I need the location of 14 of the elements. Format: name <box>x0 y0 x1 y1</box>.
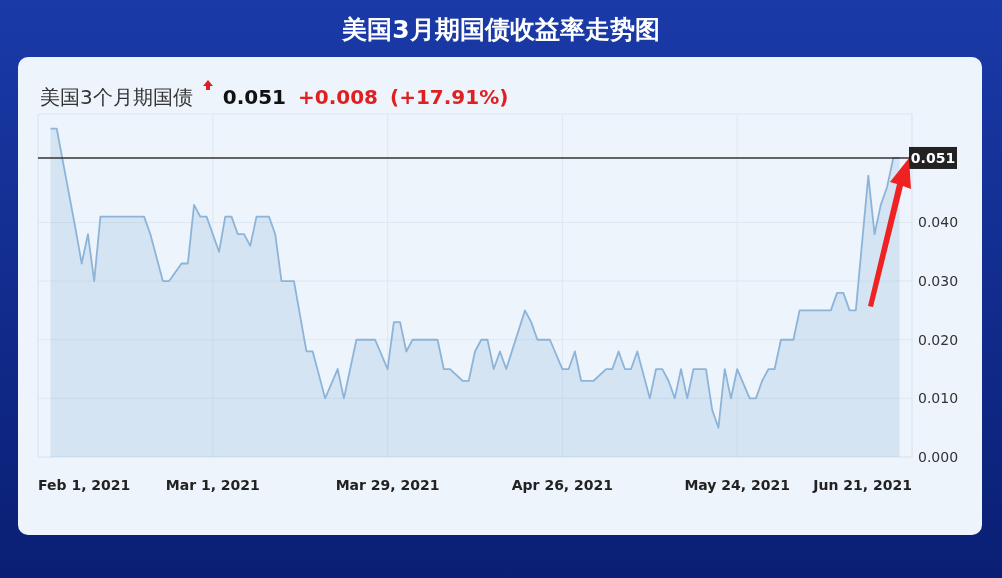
y-tick-label: 0.000 <box>918 449 959 465</box>
x-tick-label: Feb 1, 2021 <box>38 477 131 493</box>
x-tick-label: Mar 29, 2021 <box>335 477 440 493</box>
text: 美国3个月期国债 0.051 +0.008 (+17.91%) <box>40 85 509 109</box>
chart-title: 美国3月期国债收益率走势图 <box>341 15 660 44</box>
y-tick-label: 0.020 <box>918 331 959 348</box>
y-tick-label: 0.040 <box>918 214 959 231</box>
y-tick-label: 0.010 <box>918 390 959 407</box>
x-tick-label: Jun 21, 2021 <box>812 477 912 493</box>
ref-line-label: 0.051 <box>910 149 956 166</box>
x-tick-label: Apr 26, 2021 <box>511 477 614 493</box>
y-tick-label: 0.030 <box>918 273 959 290</box>
x-tick-label: Mar 1, 2021 <box>165 477 260 493</box>
x-tick-label: May 24, 2021 <box>684 477 790 493</box>
